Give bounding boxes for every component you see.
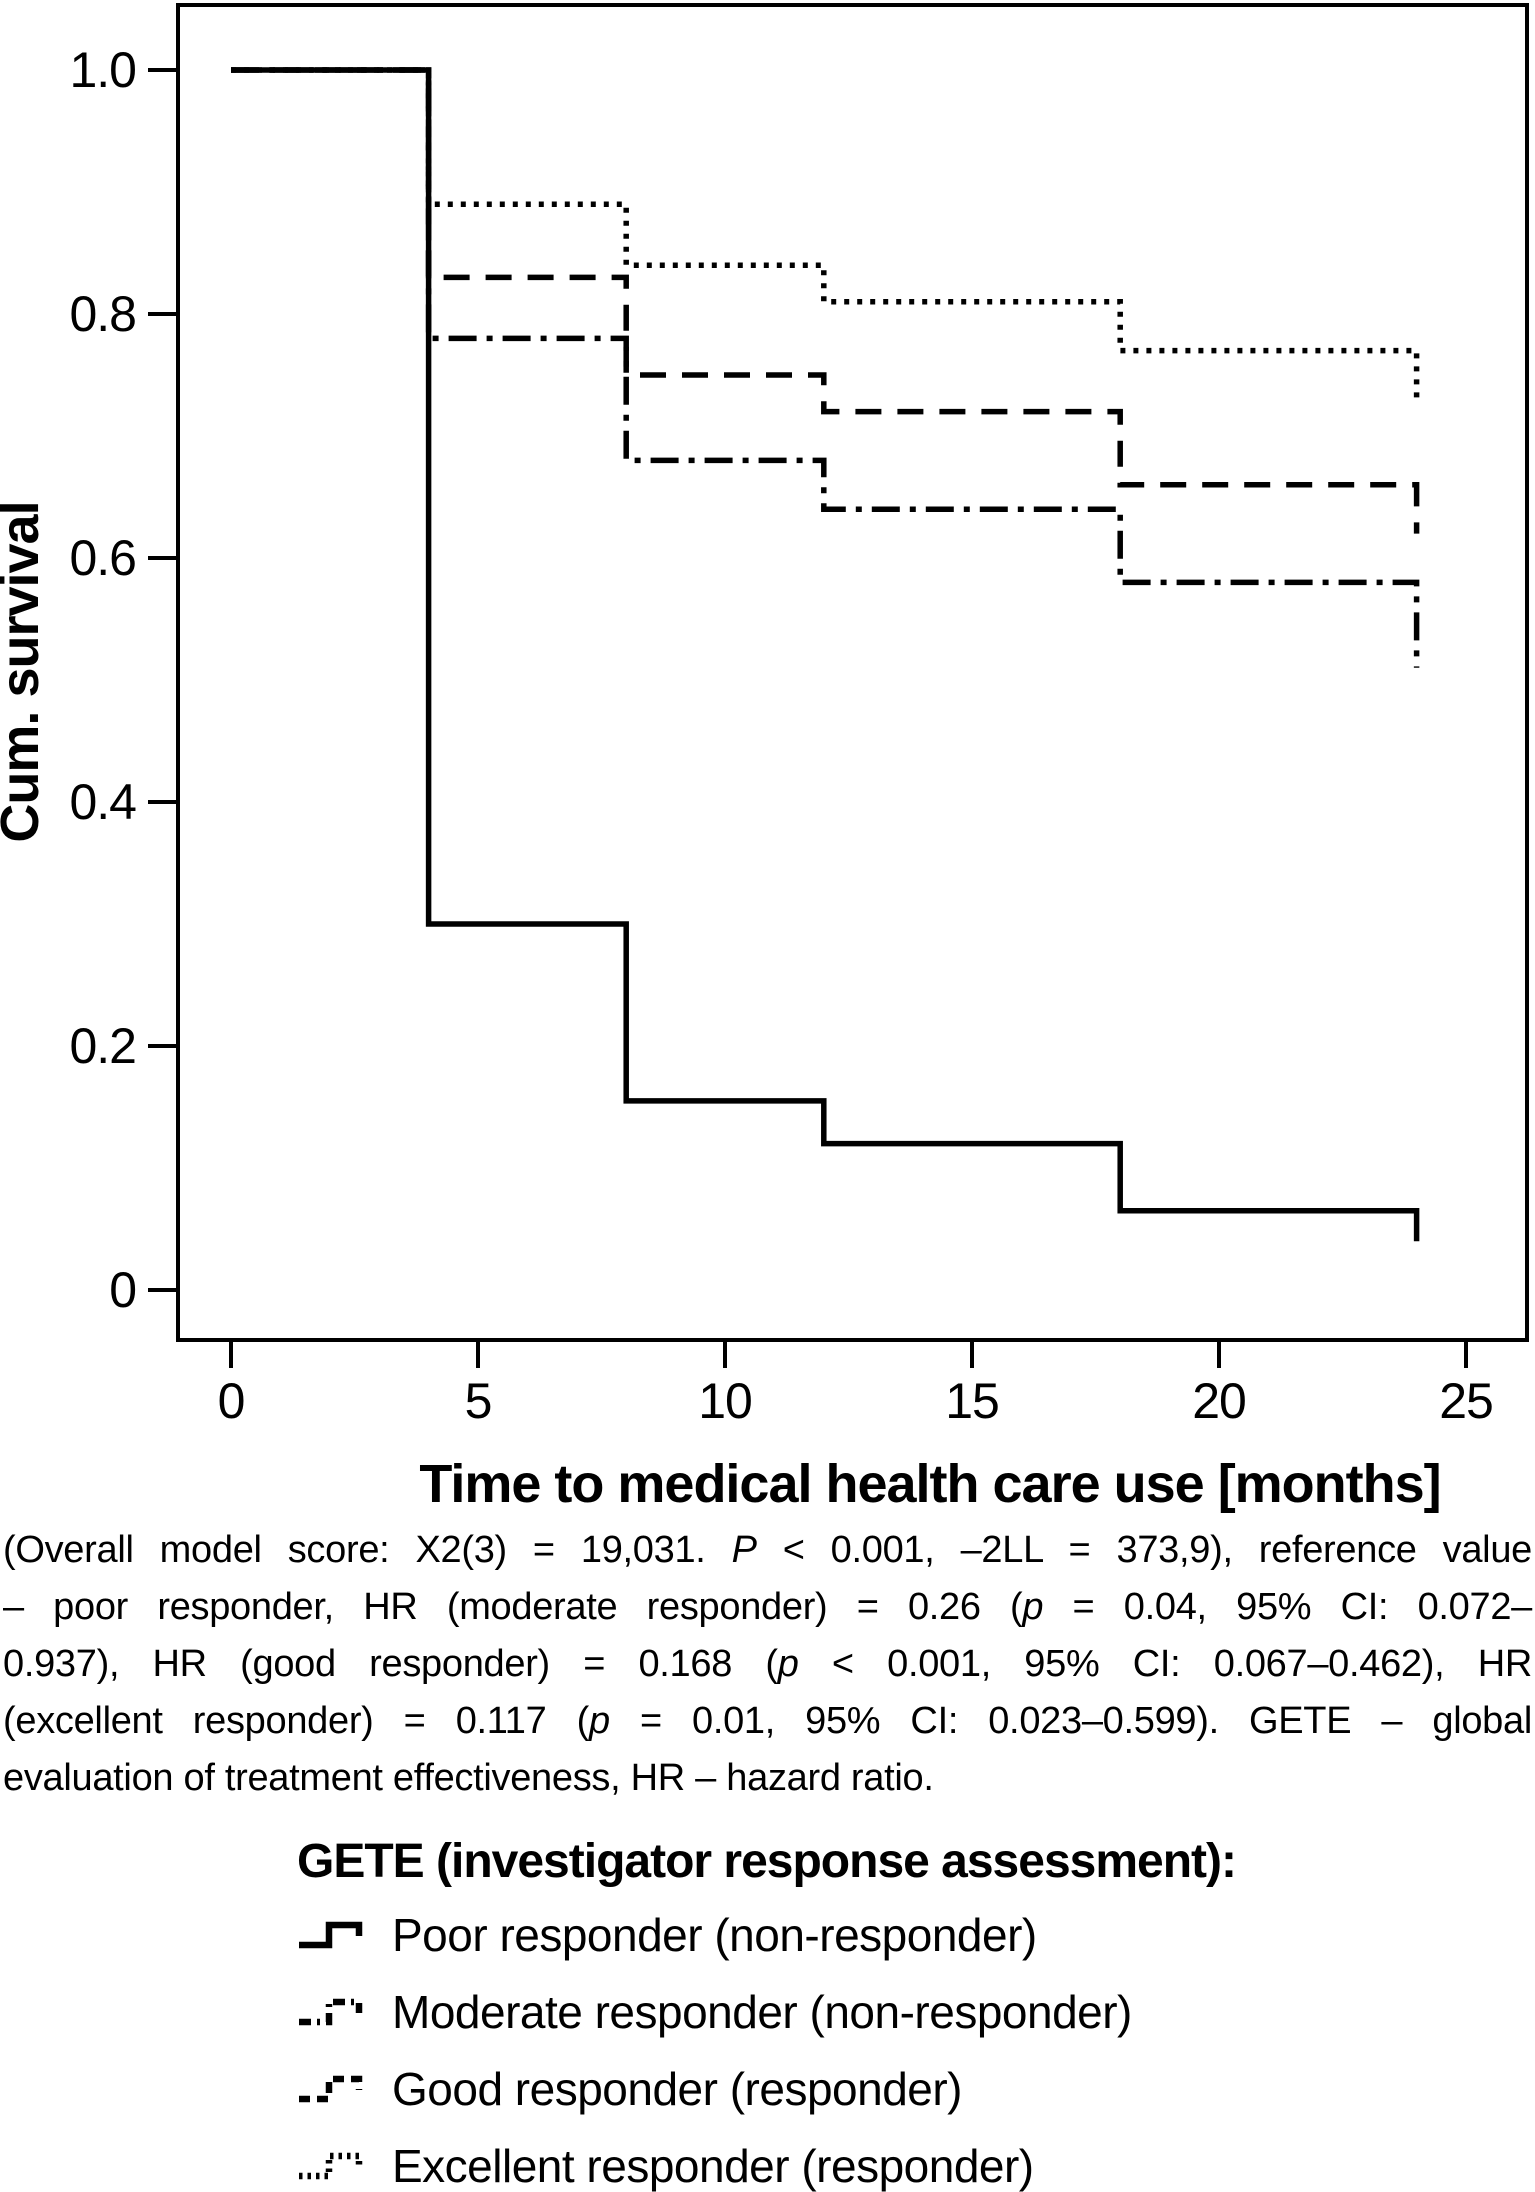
series-dotted <box>231 67 1420 400</box>
x-tick-label: 15 <box>945 1373 999 1429</box>
legend-item: Good responder (responder) <box>297 2050 1527 2127</box>
x-tick-label: 20 <box>1192 1373 1246 1429</box>
legend-heading: GETE (investigator response assessment): <box>297 1835 1237 1888</box>
solid-step-line-icon <box>299 1921 363 1948</box>
dashed-step-line-icon <box>299 2075 363 2102</box>
dash-dot-step-line-icon <box>299 1998 363 2025</box>
dotted-step-line-icon <box>299 2152 363 2179</box>
caption-text: evaluation of treatment effectiveness, H… <box>3 1757 934 1799</box>
chart-legend: Poor responder (non-responder) Moderate r… <box>297 1896 1527 2192</box>
caption-italic-text: p <box>777 1643 799 1685</box>
legend-item: Moderate responder (non-responder) <box>297 1973 1527 2050</box>
caption-line: (Overall model score: X2(3) = 19,031. P … <box>3 1522 1532 1579</box>
caption-text: < 0.001, 95% CI: 0.067–0.462), HR <box>798 1643 1532 1685</box>
x-axis: 0 5 10 15 20 25 <box>218 1340 1494 1429</box>
caption-italic-text: p <box>1022 1586 1044 1628</box>
caption-text: = 0.04, 95% CI: 0.072– <box>1043 1586 1533 1628</box>
x-tick-label: 10 <box>698 1373 752 1429</box>
caption-line: 0.937), HR (good responder) = 0.168 (p <… <box>3 1636 1532 1693</box>
series-solid <box>231 67 1420 1242</box>
x-axis-title: Time to medical health care use [months] <box>419 1454 1440 1514</box>
caption-line: evaluation of treatment effectiveness, H… <box>3 1750 1532 1807</box>
legend-item: Poor responder (non-responder) <box>297 1896 1527 1973</box>
caption-line: – poor responder, HR (moderate responder… <box>3 1579 1532 1636</box>
caption-text: = 0.01, 95% CI: 0.023–0.599). GETE – glo… <box>609 1700 1532 1742</box>
y-axis-title: Cum. survival <box>0 501 50 842</box>
caption-text: 0.937), HR (good responder) = 0.168 ( <box>3 1643 778 1685</box>
x-tick-label: 25 <box>1439 1373 1493 1429</box>
y-tick-label: 0.2 <box>69 1018 136 1074</box>
caption-text: – poor responder, HR (moderate responder… <box>3 1586 1023 1628</box>
legend-item-label: Moderate responder (non-responder) <box>392 1985 1132 2038</box>
x-tick-label: 0 <box>218 1373 245 1429</box>
plot-frame <box>176 3 1529 1342</box>
y-tick-label: 0.4 <box>69 774 136 830</box>
caption-italic-text: P <box>731 1529 757 1571</box>
caption-text: < 0.001, –2LL = 373,9), reference value <box>756 1529 1533 1571</box>
legend-item-label: Excellent responder (responder) <box>392 2139 1034 2192</box>
caption-line: (excellent responder) = 0.117 (p = 0.01,… <box>3 1693 1532 1750</box>
y-tick-label: 0 <box>109 1262 136 1318</box>
series-dash-dot <box>231 67 1420 668</box>
y-tick-label: 1.0 <box>69 42 136 98</box>
legend-item-label: Poor responder (non-responder) <box>392 1908 1037 1961</box>
x-tick-label: 5 <box>465 1373 492 1429</box>
y-axis: 0 0.2 0.4 0.6 0.8 1.0 <box>69 42 178 1318</box>
series-dashed <box>231 67 1420 534</box>
legend-item: Excellent responder (responder) <box>297 2127 1527 2192</box>
y-tick-label: 0.8 <box>69 286 136 342</box>
survival-chart: 0 0.2 0.4 0.6 0.8 1.0 0 5 10 15 20 25 Cum. survival T… <box>0 3 1529 1514</box>
caption-italic-text: p <box>588 1700 610 1742</box>
y-tick-label: 0.6 <box>69 530 136 586</box>
caption-text: (Overall model score: X2(3) = 19,031. <box>3 1529 732 1571</box>
figure-caption: (Overall model score: X2(3) = 19,031. P … <box>0 1522 1535 1807</box>
caption-text: (excellent responder) = 0.117 ( <box>3 1700 589 1742</box>
legend-item-label: Good responder (responder) <box>392 2062 963 2115</box>
